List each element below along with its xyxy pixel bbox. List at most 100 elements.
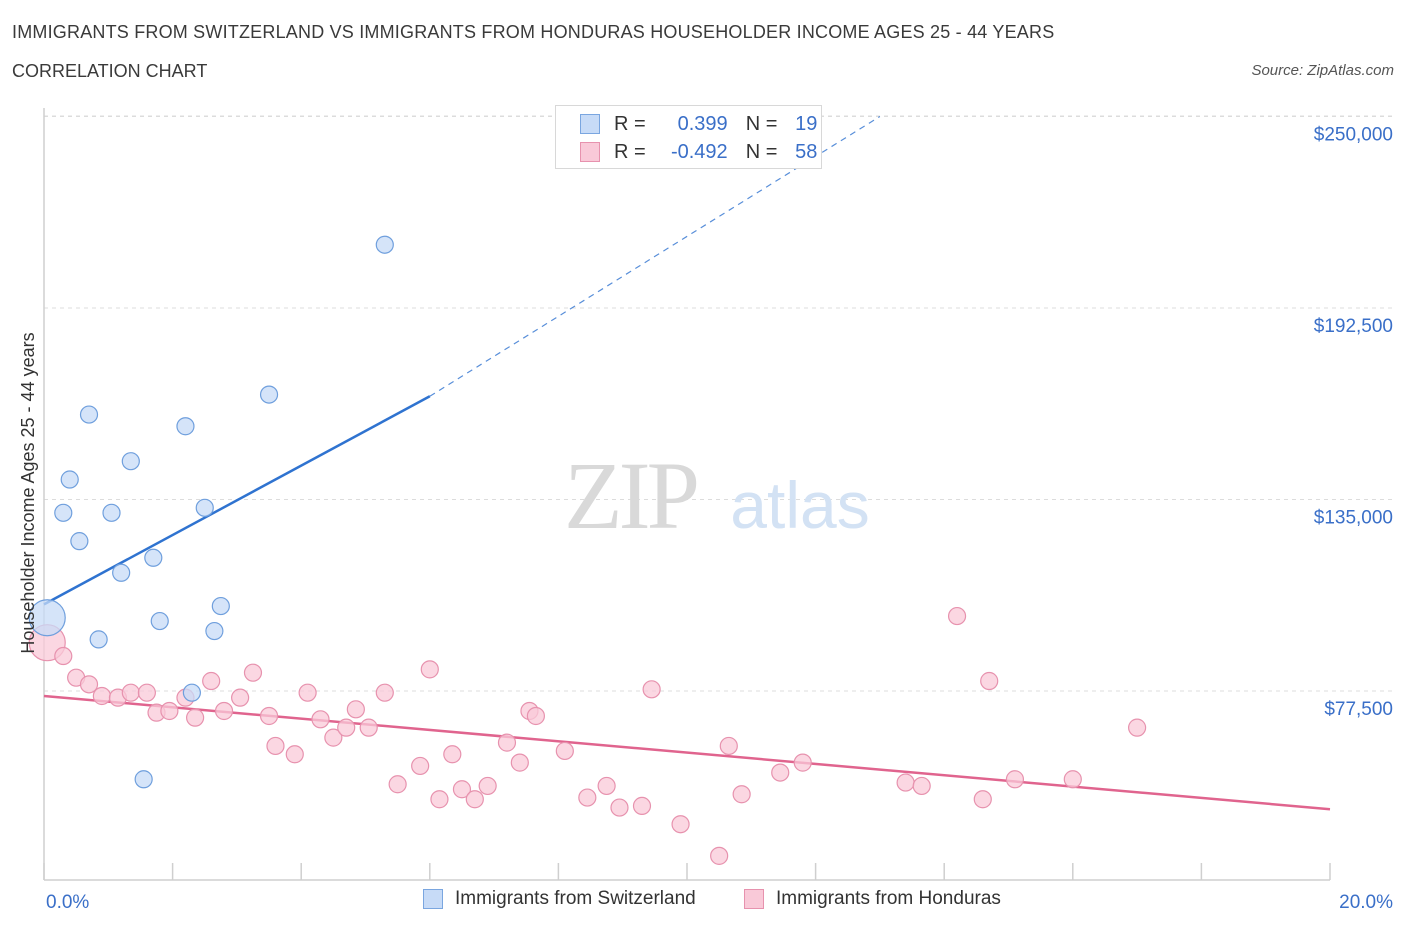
legend-n-label: N = bbox=[745, 140, 778, 163]
point-honduras bbox=[980, 671, 999, 691]
point-honduras bbox=[710, 846, 729, 865]
point-switzerland bbox=[182, 683, 201, 702]
point-honduras bbox=[578, 788, 597, 807]
series-label-switzerland: Immigrants from Switzerland bbox=[455, 888, 696, 909]
watermark-zip: ZIP bbox=[564, 442, 697, 549]
point-honduras bbox=[243, 663, 263, 682]
point-honduras bbox=[671, 815, 690, 834]
point-switzerland bbox=[28, 599, 66, 637]
y-tick-label: $135,000 bbox=[1314, 508, 1393, 529]
legend-row-honduras: R = -0.492 N = 58 bbox=[580, 139, 817, 165]
point-honduras bbox=[973, 790, 992, 809]
point-honduras bbox=[510, 753, 529, 772]
point-honduras bbox=[54, 646, 73, 666]
point-honduras bbox=[1005, 770, 1025, 789]
point-switzerland bbox=[259, 385, 279, 404]
x-tick-label: 20.0% bbox=[1339, 892, 1393, 913]
y-axis-title: Householder Income Ages 25 - 44 years bbox=[18, 332, 38, 653]
point-honduras bbox=[452, 780, 472, 799]
legend-r-label: R = bbox=[614, 112, 646, 135]
point-honduras bbox=[947, 606, 967, 626]
point-honduras bbox=[443, 745, 462, 764]
point-honduras bbox=[555, 741, 574, 761]
point-switzerland bbox=[102, 503, 121, 522]
point-honduras bbox=[259, 706, 279, 726]
watermark-atlas: atlas bbox=[730, 468, 869, 542]
point-honduras bbox=[526, 706, 545, 726]
point-honduras bbox=[311, 710, 330, 729]
point-honduras bbox=[285, 745, 304, 764]
points-layer bbox=[28, 235, 1147, 865]
point-switzerland bbox=[60, 470, 79, 489]
series-swatch-switzerland bbox=[423, 889, 443, 909]
point-honduras bbox=[771, 763, 790, 782]
legend-r-value: -0.492 bbox=[670, 140, 728, 163]
point-honduras bbox=[186, 708, 205, 727]
point-honduras bbox=[1063, 770, 1082, 789]
point-switzerland bbox=[54, 503, 73, 522]
point-honduras bbox=[231, 688, 250, 707]
legend-n-value: 58 bbox=[795, 140, 818, 163]
point-honduras bbox=[337, 718, 356, 737]
source-label: Source: ZipAtlas.com bbox=[1251, 62, 1394, 79]
point-switzerland bbox=[195, 498, 214, 517]
point-honduras bbox=[137, 683, 156, 702]
point-honduras bbox=[359, 718, 378, 737]
point-switzerland bbox=[121, 452, 140, 471]
series-legend: Immigrants from Switzerland Immigrants f… bbox=[0, 888, 1406, 916]
point-honduras bbox=[1127, 718, 1147, 737]
point-switzerland bbox=[79, 405, 99, 424]
point-honduras bbox=[375, 683, 394, 702]
axis-layer bbox=[43, 108, 1331, 881]
legend-n-label: N = bbox=[745, 112, 778, 135]
legend-n-value: 19 bbox=[795, 112, 818, 135]
trendline-honduras bbox=[43, 694, 1331, 811]
point-switzerland bbox=[176, 417, 195, 436]
point-switzerland bbox=[150, 611, 169, 631]
point-honduras bbox=[346, 700, 365, 719]
point-switzerland bbox=[211, 596, 230, 616]
point-switzerland bbox=[70, 532, 89, 551]
point-honduras bbox=[642, 680, 661, 699]
legend-row-switzerland: R = 0.399 N = 19 bbox=[580, 111, 817, 137]
point-honduras bbox=[298, 683, 317, 702]
label-layer: $77,500 $135,000 $192,500 $250,000 0.0% 20.0% bbox=[46, 125, 1393, 914]
point-honduras bbox=[214, 701, 234, 721]
x-tick-label: 0.0% bbox=[46, 892, 89, 913]
point-honduras bbox=[430, 790, 449, 809]
point-honduras bbox=[324, 728, 343, 747]
series-swatch-honduras bbox=[744, 889, 764, 909]
series-legend-switzerland: Immigrants from Switzerland bbox=[423, 888, 696, 910]
point-honduras bbox=[597, 776, 616, 796]
point-honduras bbox=[497, 733, 517, 752]
chart-subtitle: CORRELATION CHART bbox=[12, 61, 208, 81]
point-honduras bbox=[411, 756, 430, 776]
point-switzerland bbox=[134, 770, 153, 789]
point-honduras bbox=[388, 775, 407, 794]
point-honduras bbox=[92, 686, 111, 706]
point-honduras bbox=[420, 660, 439, 679]
legend-swatch-switzerland bbox=[580, 114, 600, 134]
point-honduras bbox=[465, 790, 484, 809]
point-honduras bbox=[160, 701, 179, 721]
chart-title: IMMIGRANTS FROM SWITZERLAND VS IMMIGRANT… bbox=[12, 22, 1055, 42]
point-switzerland bbox=[205, 621, 224, 641]
point-honduras bbox=[719, 736, 738, 756]
correlation-legend: R = 0.399 N = 19 R = -0.492 N = 58 bbox=[555, 105, 822, 169]
y-tick-label: $250,000 bbox=[1314, 125, 1393, 146]
point-honduras bbox=[478, 776, 497, 796]
legend-r-value: 0.399 bbox=[677, 112, 728, 135]
trendline-switzerland bbox=[43, 395, 431, 606]
legend-r-label: R = bbox=[614, 140, 646, 163]
point-switzerland bbox=[89, 630, 108, 649]
point-honduras bbox=[121, 683, 140, 702]
point-honduras bbox=[793, 753, 812, 772]
grid-layer bbox=[44, 115, 1392, 692]
point-honduras bbox=[202, 671, 221, 691]
point-honduras bbox=[266, 736, 285, 756]
point-honduras bbox=[732, 785, 751, 804]
point-switzerland bbox=[144, 548, 163, 567]
point-honduras bbox=[79, 675, 99, 694]
y-tick-label: $192,500 bbox=[1314, 316, 1393, 337]
